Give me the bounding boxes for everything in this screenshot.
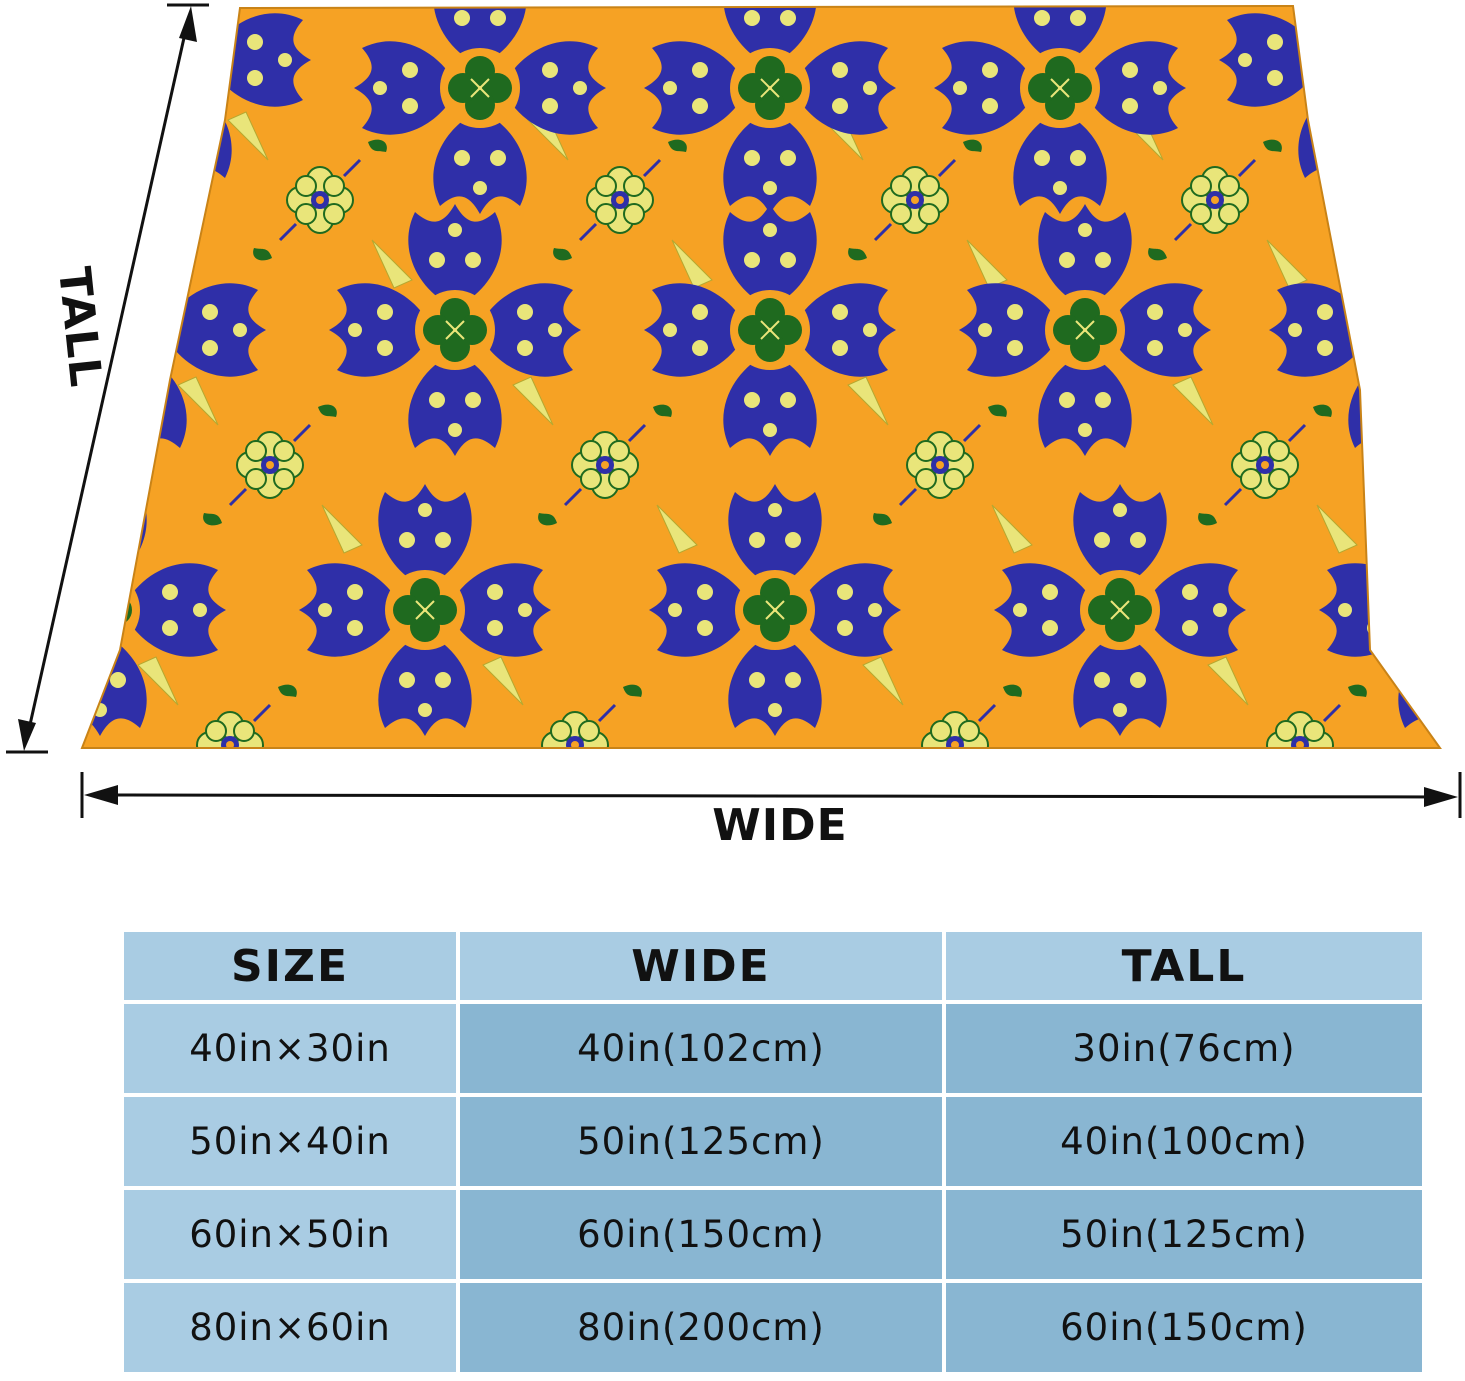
cell-size: 40in×30in: [124, 1004, 456, 1093]
cell-tall: 40in(100cm): [946, 1097, 1422, 1186]
size-chart-table: SIZE WIDE TALL 40in×30in 40in(102cm) 30i…: [120, 928, 1426, 1376]
wide-label: WIDE: [712, 800, 848, 851]
table-header-row: SIZE WIDE TALL: [124, 932, 1422, 1000]
cell-wide: 80in(200cm): [460, 1283, 942, 1372]
table-row: 40in×30in 40in(102cm) 30in(76cm): [124, 1004, 1422, 1093]
tall-label: TALL: [47, 264, 112, 390]
blanket-illustration: [6, 3, 1462, 818]
cell-size: 50in×40in: [124, 1097, 456, 1186]
cell-tall: 60in(150cm): [946, 1283, 1422, 1372]
cell-tall: 30in(76cm): [946, 1004, 1422, 1093]
cell-wide: 60in(150cm): [460, 1190, 942, 1279]
table-row: 80in×60in 80in(200cm) 60in(150cm): [124, 1283, 1422, 1372]
cell-size: 80in×60in: [124, 1283, 456, 1372]
header-size: SIZE: [124, 932, 456, 1000]
header-wide: WIDE: [460, 932, 942, 1000]
wide-dimension-arrow: [80, 772, 1462, 818]
cell-wide: 40in(102cm): [460, 1004, 942, 1093]
table-row: 60in×50in 60in(150cm) 50in(125cm): [124, 1190, 1422, 1279]
cell-tall: 50in(125cm): [946, 1190, 1422, 1279]
table-row: 50in×40in 50in(125cm) 40in(100cm): [124, 1097, 1422, 1186]
blanket-edge: [80, 4, 1442, 749]
blanket-pattern: [82, 6, 1440, 748]
header-tall: TALL: [946, 932, 1422, 1000]
tall-dimension-arrow: [6, 3, 209, 754]
cell-wide: 50in(125cm): [460, 1097, 942, 1186]
cell-size: 60in×50in: [124, 1190, 456, 1279]
